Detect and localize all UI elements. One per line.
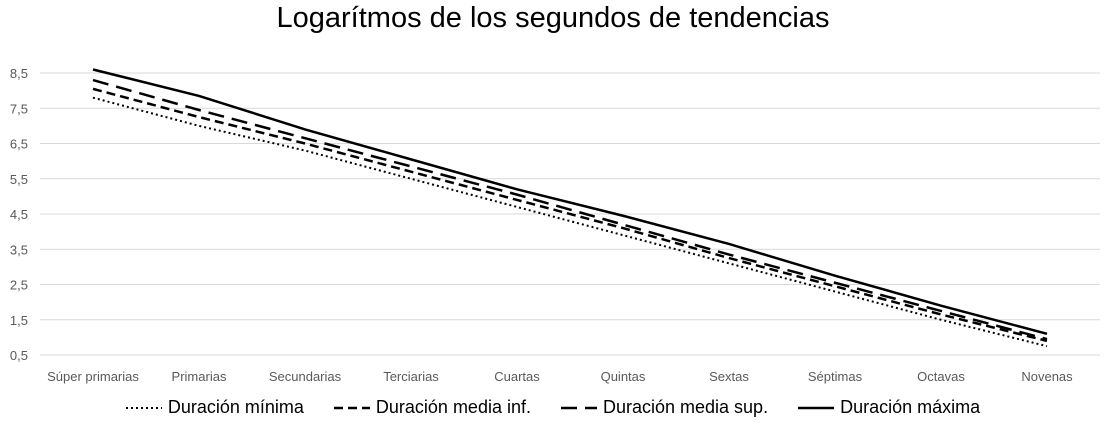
- legend-label: Duración máxima: [840, 397, 981, 417]
- y-tick-label: 3,5: [10, 242, 28, 257]
- legend-swatch: [798, 406, 835, 409]
- y-tick-label: 4,5: [10, 207, 28, 222]
- legend: Duración mínima Duración media inf. Duraci…: [0, 397, 1106, 418]
- x-tick-label: Séptimas: [808, 369, 863, 384]
- x-tick-label: Terciarias: [383, 369, 439, 384]
- series-lines: [92, 68, 1048, 348]
- series-line-4: [92, 68, 1048, 336]
- legend-label: Duración media sup.: [602, 397, 769, 417]
- x-tick-label: Novenas: [1021, 369, 1073, 384]
- x-tick-label: Secundarias: [269, 369, 342, 384]
- x-tick-label: Octavas: [917, 369, 965, 384]
- legend-label: Duración media inf.: [375, 397, 531, 417]
- legend-item: Duración media inf.: [333, 397, 531, 418]
- y-tick-label: 6,5: [10, 137, 28, 152]
- y-axis-ticks: 0,5 1,5 2,5 3,5 4,5 5,5 6,5 7,5 8,5: [10, 66, 28, 363]
- series-line-3: [92, 78, 1048, 341]
- x-tick-label: Cuartas: [494, 369, 540, 384]
- legend-label: Duración mínima: [167, 397, 304, 417]
- x-tick-label: Súper primarias: [47, 369, 139, 384]
- legend-item: Duración máxima: [798, 397, 980, 418]
- series-line-1: [92, 96, 1048, 348]
- legend-swatch: [333, 406, 370, 409]
- legend-item: Duración media sup.: [560, 397, 769, 418]
- y-tick-label: 8,5: [10, 66, 28, 81]
- gridlines: [40, 72, 1100, 356]
- legend-swatch: [125, 406, 162, 409]
- chart-title: Logarítmos de los segundos de tendencias: [276, 2, 830, 34]
- x-tick-label: Sextas: [709, 369, 749, 384]
- legend-item: Duración mínima: [125, 397, 304, 418]
- series-line-2: [92, 87, 1048, 343]
- x-tick-label: Quintas: [601, 369, 646, 384]
- legend-swatch: [560, 406, 597, 409]
- x-axis-ticks: Súper primarias Primarias Secundarias Terci…: [47, 369, 1073, 384]
- x-tick-label: Primarias: [172, 369, 227, 384]
- y-tick-label: 1,5: [10, 313, 28, 328]
- y-tick-label: 0,5: [10, 348, 28, 363]
- y-tick-label: 7,5: [10, 101, 28, 116]
- y-tick-label: 5,5: [10, 172, 28, 187]
- y-tick-label: 2,5: [10, 278, 28, 293]
